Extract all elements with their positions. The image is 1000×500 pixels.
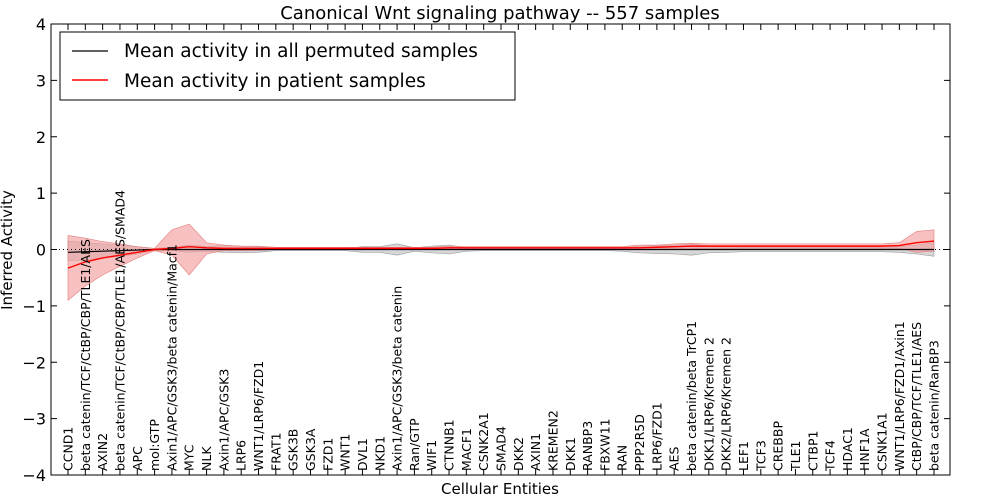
x-category-label: LRP6: [234, 440, 249, 471]
x-category-label: DKK1: [563, 437, 578, 471]
x-category-label: CTNNB1: [442, 419, 457, 471]
x-category-label: WNT1: [338, 434, 353, 471]
y-tick-label: −1: [22, 297, 46, 316]
x-category-label: SMAD4: [494, 426, 509, 471]
x-category-label: CtBP/CBP/TCF/TLE1/AES: [909, 322, 924, 471]
x-category-label: FZD1: [320, 438, 335, 471]
x-category-label: NLK: [199, 446, 214, 471]
x-category-label: CREBBP: [771, 421, 786, 471]
x-category-label: FRAT1: [268, 432, 283, 471]
x-category-label: DKK2: [511, 437, 526, 471]
x-category-label: Axin1/APC/GSK3: [216, 369, 231, 471]
patient-confidence-band: [67, 223, 935, 301]
x-category-label: TLE1: [788, 441, 803, 472]
y-tick-label: 4: [36, 15, 46, 34]
x-category-label: CSNK1A1: [875, 412, 890, 471]
series-line-permuted: [67, 248, 934, 253]
x-category-label: mol:GTP: [147, 419, 162, 471]
x-axis-label: Cellular Entities: [441, 480, 559, 498]
chart-title: Canonical Wnt signaling pathway -- 557 s…: [280, 3, 720, 24]
x-category-label: TCF4: [823, 440, 838, 472]
legend-box: [59, 31, 516, 101]
x-category-label: AXIN1: [528, 433, 543, 471]
x-category-label: WNT1/LRP6/FZD1: [251, 361, 266, 471]
x-category-label: GSK3A: [303, 428, 318, 471]
series-line-patient: [67, 240, 935, 269]
y-tick-label: 2: [36, 128, 46, 147]
x-category-label: RANBP3: [580, 421, 595, 471]
legend: Mean activity in all permuted samples Mea…: [59, 31, 516, 101]
x-category-label: Ran/GTP: [407, 418, 422, 471]
x-category-label: NKD1: [372, 436, 387, 471]
y-tick-label: −4: [22, 466, 46, 485]
x-category-label: WIF1: [424, 440, 439, 471]
x-category-label: beta catenin/TCF/CtBP/CBP/TLE1/AES: [78, 239, 93, 471]
x-category-label: Axin1/APC/GSK3/beta catenin/Macf1: [164, 244, 179, 471]
x-category-label: AES: [667, 447, 682, 471]
x-category-label: APC: [130, 446, 145, 471]
x-category-label: CSNK2A1: [476, 412, 491, 471]
x-category-label: RAN: [615, 445, 630, 471]
x-category-label: beta catenin/RanBP3: [927, 340, 942, 471]
x-category-label: HNF1A: [857, 428, 872, 471]
x-category-label: HDAC1: [840, 427, 855, 471]
x-category-label: LRP6/FZD1: [649, 402, 664, 471]
y-tick-label: −3: [22, 410, 46, 429]
x-category-label: MACF1: [459, 428, 474, 471]
x-category-label: FBXW11: [597, 418, 612, 471]
x-category-label: PPP2R5D: [632, 414, 647, 471]
x-category-label: TCF3: [753, 440, 768, 472]
y-axis-label: Inferred Activity: [0, 190, 16, 310]
x-category-label: CTBP1: [805, 431, 820, 471]
y-tick-label: −2: [22, 353, 46, 372]
legend-label-permuted: Mean activity in all permuted samples: [124, 41, 478, 62]
x-category-label: DKK1/LRP6/Kremen 2: [701, 337, 716, 471]
y-tick-label: 0: [36, 241, 46, 260]
x-category-label: LEF1: [736, 441, 751, 471]
y-tick-label: 1: [36, 184, 46, 203]
x-category-label: KREMEN2: [545, 410, 560, 471]
x-category-label: MYC: [182, 444, 197, 471]
x-category-label: GSK3B: [286, 429, 301, 471]
y-tick-label: 3: [36, 71, 46, 90]
x-category-label: AXIN2: [95, 433, 110, 471]
legend-label-patient: Mean activity in patient samples: [124, 71, 426, 92]
x-category-label: Axin1/APC/GSK3/beta catenin: [390, 286, 405, 471]
x-category-label: beta catenin/TCF/CtBP/CBP/TLE1/AES/SMAD4: [112, 190, 127, 471]
x-category-label: WNT1/LRP6/FZD1/Axin1: [892, 321, 907, 471]
x-category-label: DVL1: [355, 438, 370, 471]
x-category-label: beta catenin/beta TrCP1: [684, 321, 699, 471]
x-category-label: DKK2/LRP6/Kremen 2: [719, 337, 734, 471]
x-category-label: CCND1: [61, 427, 76, 471]
